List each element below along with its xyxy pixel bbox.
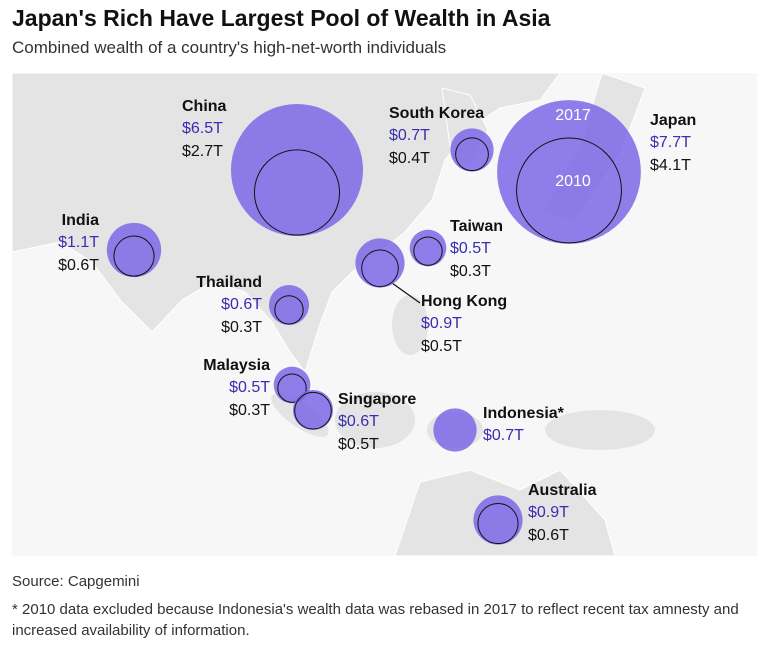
bubble-2017 [433,408,477,452]
value-label-2017: $0.6T [221,296,262,313]
bubble-2017 [268,284,310,326]
value-label-2010: $0.5T [338,436,379,453]
bubble-2017 [473,495,523,545]
value-label-2010: $2.7T [182,143,223,160]
value-label-2017: $0.5T [229,379,270,396]
value-label-2017: $6.5T [182,120,223,137]
island [392,295,428,355]
island [545,410,655,450]
value-label-2010: $0.6T [58,257,99,274]
bubble-2010 [455,137,489,172]
bubble-2010 [253,149,341,236]
bubble-2017 [409,229,447,267]
country-label: Thailand [196,274,262,291]
value-label-2010: $0.3T [229,402,270,419]
bubble-2010 [361,249,399,288]
value-label-2017: $0.5T [450,240,491,257]
title: Japan's Rich Have Largest Pool of Wealth… [12,5,551,31]
bubble-2017 [450,128,494,172]
leader-line [391,282,421,304]
bubble-2017 [497,100,641,244]
value-label-2010: $0.5T [421,338,462,355]
country-label: Singapore [338,391,416,408]
bubble-2010 [277,373,307,403]
bubble-2010 [274,295,304,325]
value-label-2010: $0.3T [221,319,262,336]
value-label-2017: $0.9T [528,504,569,521]
value-label-2010: $0.4T [389,150,430,167]
footnote: * 2010 data excluded because Indonesia's… [12,601,739,639]
bubble-2017 [230,103,364,237]
bubble-2010 [477,502,519,545]
source: Source: Capgemini [12,573,140,590]
value-label-2010: $0.6T [528,527,569,544]
value-label-2017: $0.9T [421,315,462,332]
country-label: India [62,212,99,229]
legend-label: 2010 [555,173,591,190]
bubble-2017 [355,238,405,288]
bubble-2017 [106,222,162,278]
country-label: Malaysia [203,357,270,374]
country-label: Hong Kong [421,293,507,310]
value-label-2017: $1.1T [58,234,99,251]
bubble-2010 [413,236,443,266]
bubble-2010 [294,391,332,430]
subtitle: Combined wealth of a country's high-net-… [12,38,447,57]
value-label-2010: $4.1T [650,157,691,174]
bubble-2010 [516,137,622,244]
value-label-2017: $0.7T [483,427,524,444]
value-label-2017: $0.7T [389,127,430,144]
value-label-2017: $0.6T [338,413,379,430]
value-label-2017: $7.7T [650,134,691,151]
bubble-2010 [113,235,155,277]
value-label-2010: $0.3T [450,263,491,280]
bubble-2017 [292,389,334,431]
country-label: Taiwan [450,218,503,235]
country-label: Indonesia* [483,405,565,422]
country-label: Japan [650,112,696,129]
country-label: South Korea [389,105,484,122]
country-label: Australia [528,482,597,499]
country-label: China [182,98,227,115]
legend-label: 2017 [555,107,591,124]
map [11,72,757,557]
island [335,392,415,448]
